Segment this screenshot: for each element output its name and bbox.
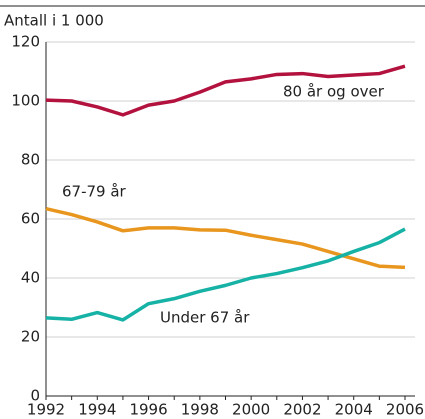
series-label: Under 67 år — [160, 309, 250, 327]
y-tick-label: 120 — [11, 33, 40, 51]
y-tick-label: 100 — [11, 92, 40, 110]
y-tick-label: 20 — [21, 328, 40, 346]
x-tick-label: 2000 — [232, 401, 270, 419]
series-label: 67-79 år — [62, 183, 127, 201]
x-tick-label: 2004 — [335, 401, 373, 419]
x-tick-label: 1996 — [129, 401, 167, 419]
x-tick-label: 1998 — [181, 401, 219, 419]
y-tick-label: 60 — [21, 210, 40, 228]
x-tick-label: 1994 — [78, 401, 116, 419]
y-tick-label: 80 — [21, 151, 40, 169]
series-line — [45, 227, 406, 322]
series-label: 80 år og over — [283, 83, 385, 101]
series-line — [45, 206, 406, 270]
x-tick-label: 1992 — [27, 401, 65, 419]
y-tick-label: 40 — [21, 269, 40, 287]
y-tick-label: 0 — [30, 387, 40, 405]
series-line — [45, 64, 406, 117]
x-tick-label: 2006 — [386, 401, 424, 419]
x-tick-label: 2002 — [283, 401, 321, 419]
y-axis-label: Antall i 1 000 — [4, 12, 104, 30]
